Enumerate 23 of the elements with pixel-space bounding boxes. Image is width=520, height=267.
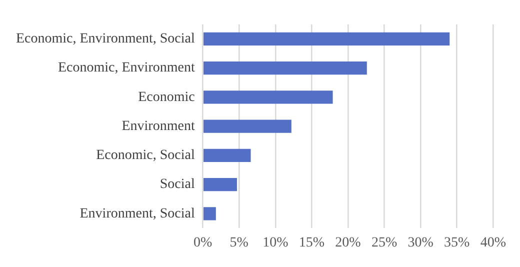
x-tick-label: 10% [262, 235, 289, 250]
x-tick-label: 40% [480, 235, 506, 250]
x-tick-label: 15% [298, 235, 325, 250]
bar [204, 148, 251, 162]
y-tick-label: Economic, Social [96, 148, 195, 164]
x-tick-label: 35% [444, 235, 470, 250]
bar [204, 120, 292, 133]
x-tick-label: 5% [230, 235, 249, 250]
y-tick-label: Economic [138, 90, 195, 105]
x-tick-label: 25% [371, 235, 398, 250]
y-tick-label: Economic, Environment [58, 60, 195, 76]
bar [204, 178, 237, 192]
x-tick-label: 30% [408, 235, 434, 250]
bar [204, 62, 367, 75]
bar [204, 32, 450, 46]
y-tick-label: Social [160, 177, 195, 192]
y-tick-label: Environment [122, 118, 195, 134]
bar [204, 90, 333, 104]
x-tick-label: 20% [335, 235, 362, 250]
y-tick-label: Economic, Environment, Social [16, 32, 195, 47]
bar [204, 207, 216, 220]
x-tick-label: 0% [194, 235, 213, 250]
y-tick-label: Environment, Social [80, 206, 195, 222]
